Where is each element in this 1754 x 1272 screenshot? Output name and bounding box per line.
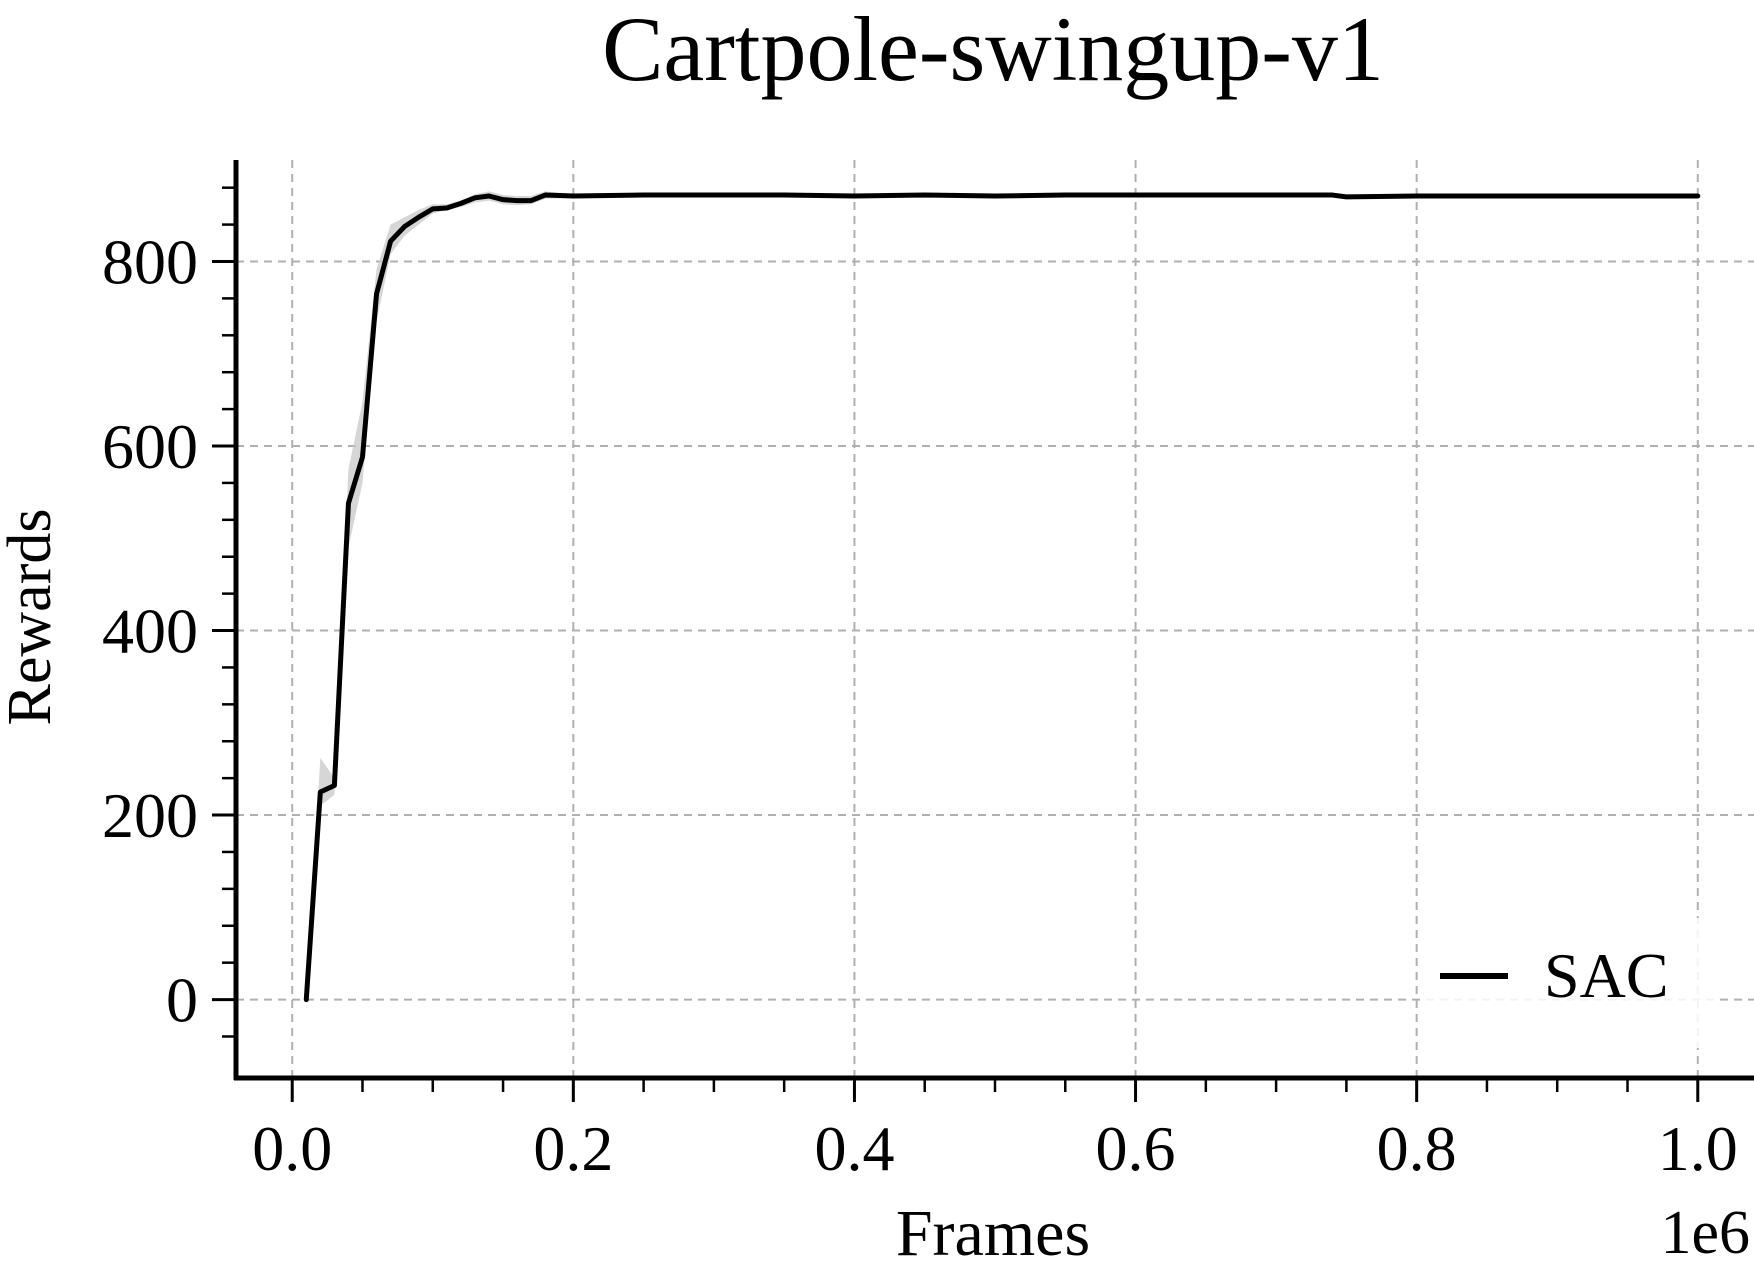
legend: SAC [1420, 918, 1720, 1048]
y-tick-label: 0 [166, 965, 198, 1036]
series-line-sac [303, 192, 1701, 1003]
x-tick-label: 0.2 [533, 1113, 613, 1184]
legend-label-sac: SAC [1544, 940, 1669, 1011]
series-lines [303, 192, 1701, 1003]
x-tick-label: 0.4 [814, 1113, 894, 1184]
x-tick-label: 1.0 [1658, 1113, 1738, 1184]
confidence-band [306, 191, 1698, 1000]
x-tick-label: 0.8 [1377, 1113, 1457, 1184]
y-tick-label: 800 [102, 226, 198, 297]
series-band-sac [306, 191, 1698, 1000]
y-tick-label: 400 [102, 596, 198, 667]
y-axis-label: Rewards [0, 509, 64, 726]
x-axis-label: Frames [896, 1197, 1090, 1270]
x-tick-label: 0.6 [1096, 1113, 1176, 1184]
legend-background [1420, 918, 1720, 1048]
tick-marks [212, 186, 1700, 1102]
x-tick-label: 0.0 [252, 1113, 332, 1184]
x-axis-offset-label: 1e6 [1660, 1199, 1750, 1267]
y-tick-label: 600 [102, 411, 198, 482]
chart-title: Cartpole-swingup-v1 [602, 0, 1384, 100]
tick-labels: 0.0 0.2 0.4 0.6 0.8 1.0 0 200 400 600 800 [102, 226, 1738, 1184]
y-tick-label: 200 [102, 780, 198, 851]
